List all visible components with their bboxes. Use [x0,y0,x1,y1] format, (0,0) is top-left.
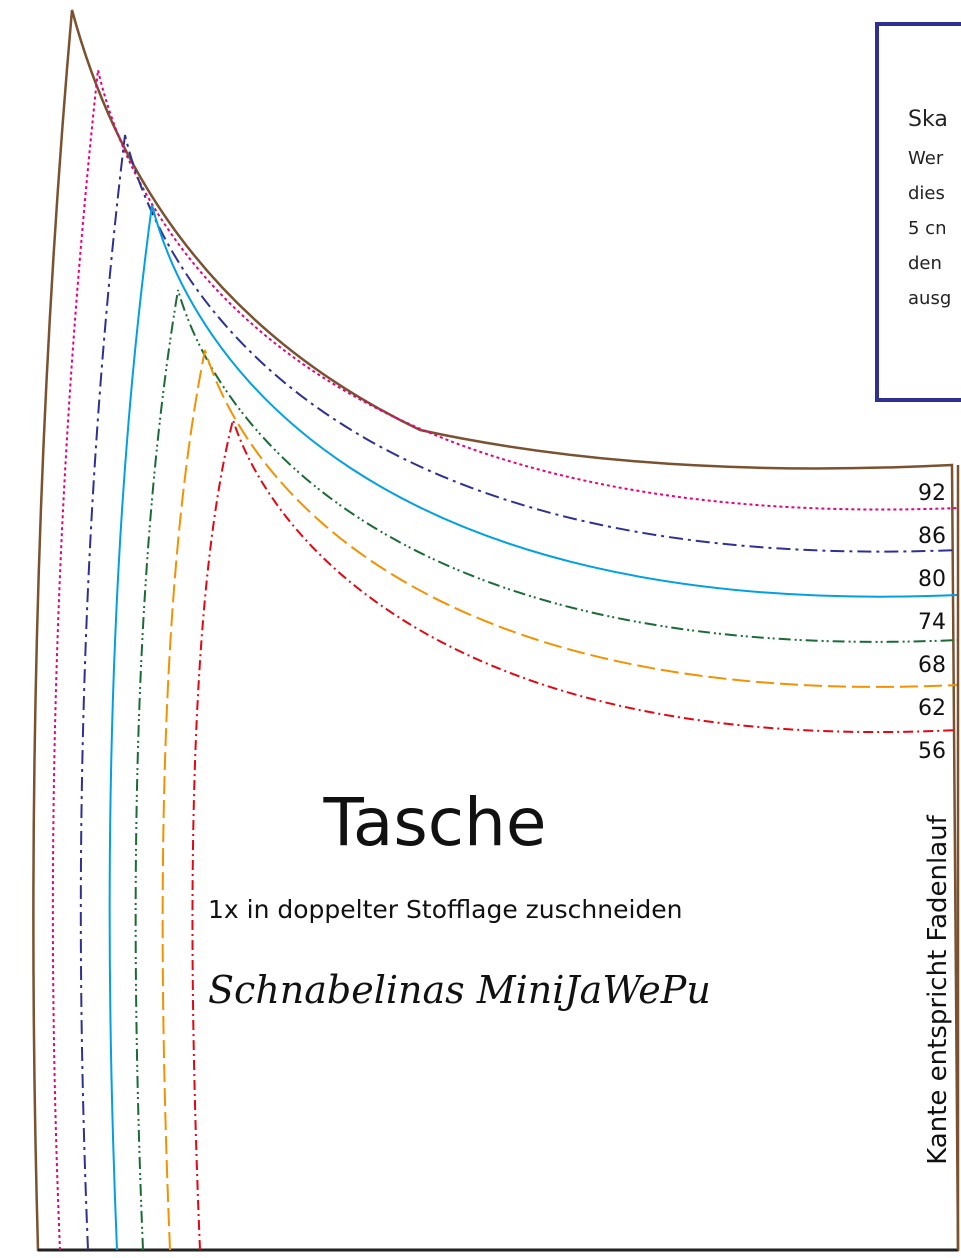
info-line: dies [908,183,945,204]
info-line: ausg [908,288,951,309]
info-line: den [908,253,942,274]
info-line: 5 cn [908,218,946,239]
outer-outline [32,9,960,1252]
size-line [51,69,959,1251]
size-label: 92 [918,481,946,506]
size-line [108,204,959,1251]
size-line [134,289,959,1251]
size-label: 56 [918,739,946,764]
size-line [161,349,959,1251]
size-label: 86 [918,524,946,549]
size-label: 68 [918,653,946,678]
edge-note: Kante entspricht Fadenlauf [923,814,953,1164]
size-line [79,134,959,1251]
size-label: 80 [918,567,946,592]
size-line [191,416,959,1251]
subtitle: 1x in doppelter Stofflage zuschneiden [208,895,683,924]
size-label: 74 [918,610,946,635]
title: Tasche [323,784,547,861]
info-line: Ska [908,107,948,132]
info-line: Wer [908,148,944,169]
size-label: 62 [918,696,946,721]
info-box [875,22,961,402]
brand: Schnabelinas MiniJaWePu [208,968,711,1012]
